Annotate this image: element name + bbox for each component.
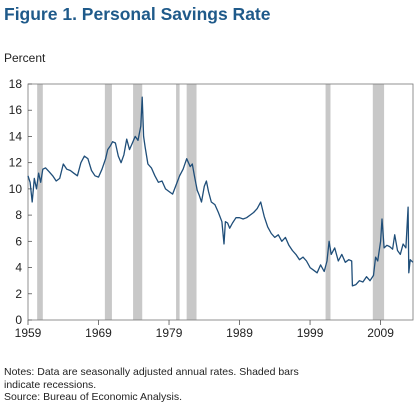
series-lines bbox=[27, 96, 414, 287]
y-tick-label-10: 10 bbox=[9, 182, 23, 196]
recession-bar-3 bbox=[176, 84, 180, 320]
y-axis-label: Percent bbox=[4, 51, 46, 65]
plot-frame bbox=[27, 83, 414, 321]
y-tick-label-0: 0 bbox=[15, 313, 22, 327]
x-tick-label-1979: 1979 bbox=[156, 326, 183, 340]
y-tick-label-16: 16 bbox=[9, 103, 23, 117]
notes-line-2: indicate recessions. bbox=[4, 378, 97, 391]
x-tick-label-1999: 1999 bbox=[297, 326, 324, 340]
y-tick-label-14: 14 bbox=[9, 129, 23, 143]
series-line-0 bbox=[27, 96, 414, 287]
x-tick-label-1969: 1969 bbox=[85, 326, 112, 340]
chart-title: Figure 1. Personal Savings Rate bbox=[4, 4, 271, 24]
y-tick-label-2: 2 bbox=[15, 287, 22, 301]
tick-labels: 0 2 4 6 8 10 12 14 16 18 1959 1969 1979 1989 1999 2009 bbox=[9, 77, 395, 340]
y-tick-label-4: 4 bbox=[15, 261, 22, 275]
x-tick-label-1989: 1989 bbox=[226, 326, 253, 340]
y-tick-label-12: 12 bbox=[9, 156, 23, 170]
recession-bar-6 bbox=[372, 84, 385, 320]
recession-bar-5 bbox=[325, 84, 331, 320]
recession-bar-1 bbox=[104, 84, 112, 320]
recession-bar-2 bbox=[133, 84, 143, 320]
chart-axes bbox=[27, 83, 414, 325]
recession-bars bbox=[37, 84, 385, 320]
x-tick-label-1959: 1959 bbox=[15, 326, 42, 340]
recession-bar-0 bbox=[37, 84, 43, 320]
recession-bar-4 bbox=[186, 84, 197, 320]
savings-rate-chart: 0 2 4 6 8 10 12 14 16 18 1959 1969 1979 1989 1999 2009 bbox=[9, 77, 414, 340]
y-tick-label-18: 18 bbox=[9, 77, 23, 91]
notes-line-1: Notes: Data are seasonally adjusted annu… bbox=[4, 366, 299, 378]
y-tick-label-8: 8 bbox=[15, 208, 22, 222]
chart-notes: Notes: Data are seasonally adjusted annu… bbox=[4, 366, 404, 404]
y-tick-label-6: 6 bbox=[15, 234, 22, 248]
x-tick-label-2009: 2009 bbox=[367, 326, 394, 340]
source-line: Source: Bureau of Economic Analysis. bbox=[4, 391, 183, 403]
